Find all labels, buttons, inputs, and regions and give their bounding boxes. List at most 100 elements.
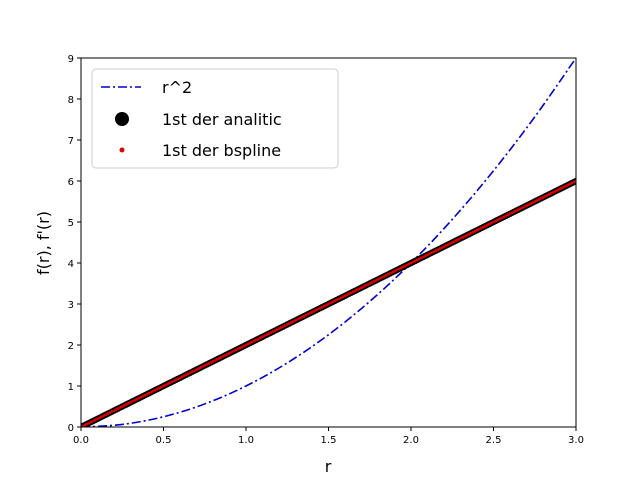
bspline-marker (329, 301, 332, 305)
bspline-marker (327, 302, 330, 306)
bspline-marker (292, 320, 295, 323)
bspline-marker (347, 292, 351, 296)
bspline-marker (436, 248, 440, 252)
bspline-marker (432, 250, 436, 254)
x-tick-label: 2.5 (486, 435, 502, 446)
bspline-marker (541, 196, 545, 199)
bspline-marker (535, 199, 539, 202)
bspline-marker (362, 285, 365, 288)
bspline-marker (164, 383, 167, 387)
bspline-marker (413, 259, 417, 263)
bspline-marker (287, 322, 291, 325)
bspline-marker (219, 355, 223, 359)
bspline-marker (118, 406, 122, 409)
bspline-marker (182, 374, 186, 378)
bspline-marker (318, 306, 322, 310)
bspline-marker (199, 366, 203, 369)
y-tick-label: 3 (68, 300, 74, 311)
bspline-marker (289, 321, 293, 324)
bspline-marker (450, 241, 454, 244)
bspline-marker (238, 346, 242, 350)
bspline-marker (205, 363, 209, 366)
bspline-marker (91, 419, 95, 423)
bspline-marker (341, 295, 345, 299)
bspline-marker (232, 349, 236, 353)
bspline-marker (114, 408, 118, 411)
bspline-marker (193, 369, 196, 373)
bspline-marker (395, 268, 398, 272)
y-tick-label: 2 (68, 341, 74, 352)
bspline-marker (201, 365, 205, 368)
bspline-marker (106, 412, 110, 416)
bspline-marker (391, 270, 394, 274)
bspline-marker (360, 286, 363, 289)
bspline-marker (504, 214, 508, 218)
bspline-marker (283, 324, 287, 327)
legend-box (91, 68, 339, 169)
bspline-marker (500, 216, 504, 220)
y-tick-label: 7 (68, 136, 74, 147)
bspline-marker (516, 208, 520, 212)
y-tick-label: 9 (68, 54, 74, 65)
bspline-marker (543, 194, 547, 198)
bspline-marker (168, 381, 172, 385)
bspline-marker (378, 276, 382, 280)
bspline-marker (306, 312, 310, 316)
bspline-marker (430, 251, 434, 255)
bspline-marker (440, 246, 444, 250)
bspline-marker (502, 215, 506, 219)
bspline-marker (108, 411, 112, 415)
bspline-marker (415, 258, 419, 262)
bspline-marker (94, 418, 97, 422)
bspline-marker (421, 255, 425, 259)
bspline-marker (265, 333, 269, 337)
bspline-marker (141, 394, 145, 398)
bspline-marker (533, 200, 537, 203)
bspline-marker (300, 315, 304, 319)
bspline-marker (275, 328, 279, 332)
bspline-marker (314, 308, 318, 312)
bspline-marker (374, 279, 378, 282)
bspline-marker (116, 407, 120, 410)
bspline-marker (310, 310, 314, 314)
bspline-marker (240, 345, 244, 349)
bspline-marker (551, 190, 555, 194)
bspline-marker (426, 253, 429, 257)
bspline-marker (296, 317, 299, 321)
bspline-marker (250, 340, 254, 344)
bspline-marker (242, 344, 246, 348)
bspline-marker (558, 187, 561, 191)
bspline-marker (473, 229, 477, 233)
axes-layer: 0.0 0.5 1.0 1.5 2.0 2.5 3.0 0 1 2 3 4 5 6 7 8 9 (68, 54, 584, 446)
bspline-marker (269, 331, 273, 335)
bspline-marker (217, 356, 221, 360)
bspline-marker (122, 404, 126, 407)
bspline-marker (129, 401, 132, 404)
bspline-marker (525, 204, 528, 208)
bspline-marker (467, 232, 471, 236)
bspline-marker (345, 293, 349, 297)
bspline-marker (104, 413, 108, 417)
bspline-marker (335, 298, 339, 302)
bspline-marker (351, 290, 355, 294)
bspline-marker (397, 267, 401, 271)
bspline-marker (549, 191, 553, 195)
bspline-marker (444, 244, 448, 247)
bspline-marker (490, 221, 493, 225)
series-bspline (81, 179, 576, 427)
bspline-marker (353, 289, 357, 293)
bspline-marker (446, 243, 450, 246)
bspline-marker (382, 274, 386, 278)
bspline-marker (252, 339, 256, 343)
bspline-marker (498, 217, 502, 221)
bspline-marker (469, 231, 473, 235)
bspline-marker (277, 327, 281, 330)
bspline-marker (186, 372, 190, 376)
bspline-marker (246, 342, 250, 346)
bspline-marker (508, 212, 512, 216)
bspline-marker (461, 235, 464, 239)
bspline-marker (463, 234, 467, 238)
bspline-marker (566, 183, 570, 187)
bspline-marker (102, 414, 106, 418)
